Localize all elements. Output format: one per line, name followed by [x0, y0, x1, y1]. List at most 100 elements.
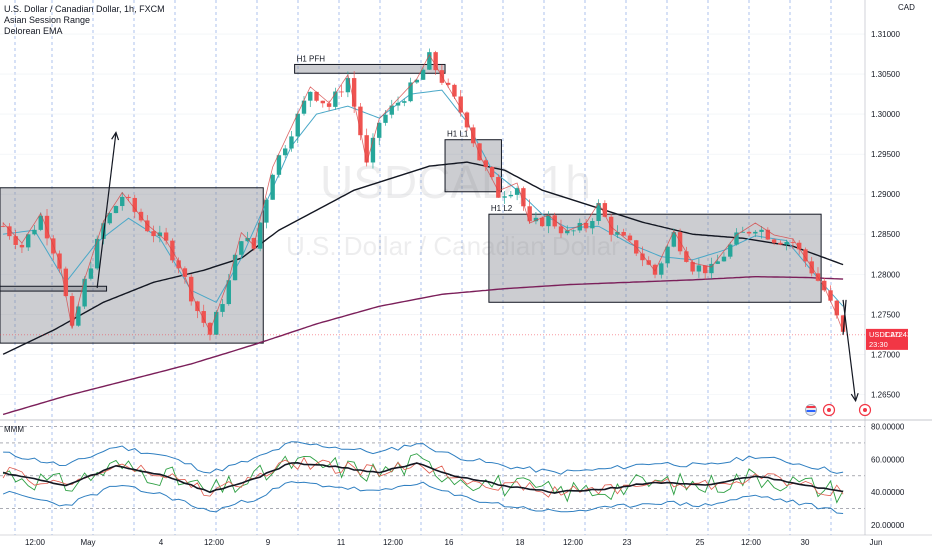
indicator-asian-session[interactable]: Asian Session Range	[4, 15, 91, 25]
candle-body-92	[577, 222, 582, 231]
candle-body-33	[207, 322, 213, 335]
us-flag-stripe-1	[806, 406, 816, 408]
candle-body-32	[201, 311, 206, 323]
candle-body-60	[377, 122, 382, 138]
annotation-2	[294, 63, 446, 74]
osc-mid-line	[2, 461, 844, 494]
price-tick-4: 1.29000	[871, 190, 900, 199]
candle-body-82	[514, 188, 520, 195]
candle-body-78	[489, 167, 495, 178]
candle-body-99	[621, 231, 626, 236]
candle-body-7	[44, 215, 50, 239]
candle-body-73	[458, 96, 463, 113]
candle-body-46	[289, 136, 294, 149]
arrow-head-1	[850, 393, 859, 403]
candle-body-72	[452, 84, 457, 97]
candle-body-122	[765, 229, 771, 240]
candle-body-126	[790, 242, 796, 243]
candle-body-134	[840, 315, 846, 332]
annotation-boxes: H1 PFH H1 L1 H1 L2	[0, 54, 822, 344]
candle-body-65	[408, 82, 413, 102]
candle-body-34	[214, 311, 219, 335]
candle-body-59	[370, 137, 376, 163]
candle-body-88	[552, 215, 557, 227]
event-flags[interactable]	[805, 403, 872, 417]
candle-body-1	[7, 226, 12, 237]
ema-200-line	[2, 161, 844, 355]
osc-signal-line	[2, 456, 844, 498]
candle-body-4	[26, 234, 31, 248]
watermark-symbol: USDCAD, 1h	[320, 156, 591, 208]
candle-body-51	[320, 100, 326, 104]
candle-body-53	[333, 91, 338, 107]
candle-body-13	[82, 278, 87, 307]
candle-body-79	[496, 177, 501, 198]
candle-body-58	[364, 135, 369, 163]
candle-body-48	[301, 100, 307, 114]
osc-tick-1: 60.00000	[871, 455, 905, 464]
watermark-name: U.S. Dollar / Canadian Dollar	[286, 231, 620, 261]
price-tag-bg	[866, 328, 908, 350]
candle-body-23	[145, 220, 150, 232]
candlesticks	[0, 48, 846, 341]
candle-body-125	[784, 242, 789, 245]
time-tick-10: 23	[623, 538, 632, 547]
candle-body-62	[389, 105, 394, 115]
candle-body-104	[652, 264, 658, 275]
candle-body-52	[326, 103, 332, 107]
candle-body-67	[420, 69, 426, 80]
osc-fast-line	[2, 453, 844, 504]
annotation-1	[0, 285, 108, 292]
arrow-shaft-0	[96, 132, 117, 288]
candle-body-84	[527, 206, 532, 222]
candle-body-50	[314, 91, 319, 101]
candle-body-107	[671, 232, 677, 247]
annotation-0	[0, 187, 264, 344]
candle-body-119	[746, 231, 752, 234]
candle-body-5	[32, 229, 37, 235]
indicator-delorean-ema[interactable]: Delorean EMA	[4, 26, 63, 36]
candle-body-11	[69, 296, 75, 326]
annotation-label-4: H1 L2	[491, 204, 513, 213]
candle-body-35	[220, 304, 225, 312]
candle-body-49	[308, 91, 313, 101]
candle-body-91	[571, 230, 576, 232]
candle-body-118	[740, 231, 745, 233]
arrow-head-0	[111, 131, 120, 141]
candle-body-24	[151, 231, 156, 237]
osc-lower-band	[2, 481, 844, 514]
candle-body-86	[539, 217, 545, 227]
candle-body-123	[771, 239, 777, 243]
candle-body-121	[759, 229, 764, 232]
time-tick-1: May	[80, 538, 95, 547]
candle-body-116	[728, 244, 733, 257]
candle-body-93	[583, 222, 589, 229]
candle-body-19	[120, 196, 125, 207]
candle-body-75	[471, 127, 476, 144]
candle-body-25	[157, 232, 163, 237]
candle-body-89	[558, 226, 564, 234]
candle-body-77	[483, 160, 488, 168]
price-tick-5: 1.28500	[871, 230, 900, 239]
candle-body-66	[414, 79, 420, 83]
candle-body-29	[182, 268, 188, 277]
price-tick-3: 1.29500	[871, 150, 900, 159]
candle-body-17	[107, 213, 112, 224]
candle-body-2	[13, 236, 18, 245]
time-tick-5: 11	[337, 538, 346, 547]
price-tick-9: 1.26500	[871, 390, 900, 399]
candle-body-3	[19, 244, 25, 248]
price-tick-6: 1.28000	[871, 270, 900, 279]
price-tick-7: 1.27500	[871, 310, 900, 319]
candle-body-14	[88, 268, 94, 279]
moving-averages	[2, 89, 844, 416]
candle-body-98	[615, 231, 620, 235]
symbol-title[interactable]: U.S. Dollar / Canadian Dollar, 1h, FXCM	[4, 4, 165, 14]
candle-body-131	[822, 280, 827, 291]
annotation-label-2: H1 PFH	[297, 54, 326, 63]
price-tag[interactable]: USDCAD 23:30 1.27243	[866, 328, 911, 350]
candle-body-56	[351, 78, 357, 107]
candle-body-42	[264, 199, 269, 223]
